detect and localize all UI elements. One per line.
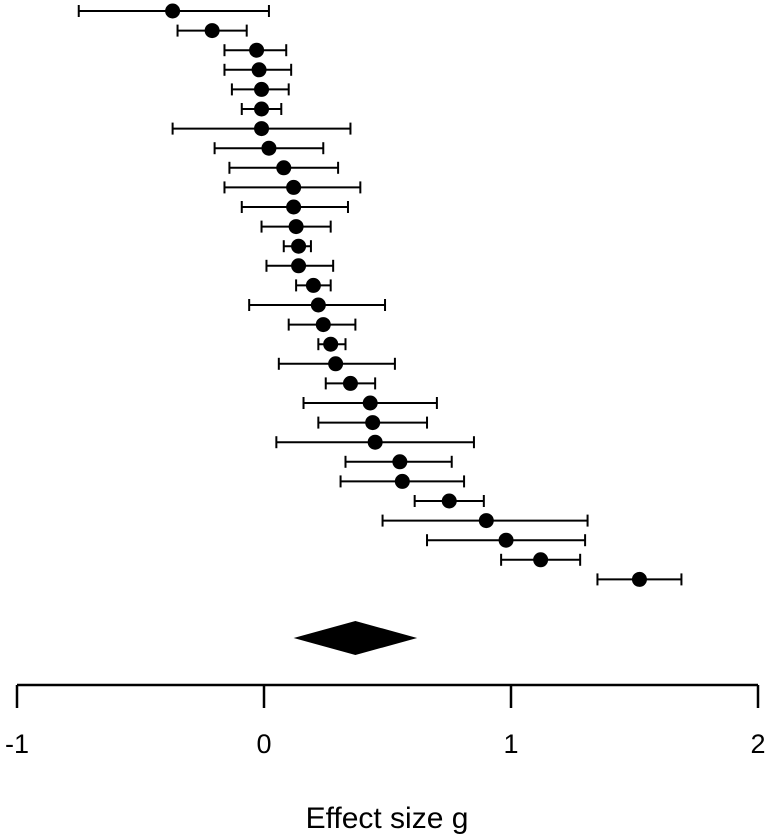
effect-point [392,454,408,470]
effect-point [533,552,549,568]
effect-point [323,336,339,352]
pooled-estimate [293,621,418,655]
effect-point [498,532,514,548]
effect-point [305,277,321,293]
summary-diamond [293,621,418,655]
effect-point [288,219,304,235]
study-row [240,199,349,215]
effect-point [254,81,270,97]
x-axis-title: Effect size g [306,802,469,835]
effect-point [291,258,307,274]
study-row [176,23,248,39]
x-tick-label: 2 [750,729,765,759]
study-row [381,513,589,529]
study-row [317,415,429,431]
effect-point [478,513,494,529]
effect-point [367,434,383,450]
study-row [171,121,352,137]
effect-point [254,121,270,137]
study-row [77,3,270,19]
effect-point [342,375,358,391]
study-row [240,101,283,117]
effect-point [165,3,181,19]
study-row [295,277,332,293]
effect-point [394,473,410,489]
study-row [344,454,453,470]
x-axis: -1 0 1 2 [5,683,766,759]
effect-point [204,23,220,39]
x-tick-label: 0 [256,729,271,759]
study-row [500,552,582,568]
study-row [213,140,325,156]
effect-point [251,62,267,78]
study-row [287,317,357,333]
study-row [282,238,312,254]
study-row [596,571,683,587]
x-tick-label: -1 [5,729,29,759]
effect-point [254,101,270,117]
study-row [228,160,340,176]
effect-point [631,571,647,587]
study-row [317,336,347,352]
study-row [426,532,587,548]
study-row [413,493,485,509]
effect-point [328,356,344,372]
study-estimates [77,3,683,587]
effect-point [362,395,378,411]
effect-point [310,297,326,313]
effect-point [286,179,302,195]
study-row [230,81,290,97]
effect-point [291,238,307,254]
effect-point [276,160,292,176]
study-row [223,42,288,58]
study-row [324,375,377,391]
effect-point [249,42,265,58]
study-row [275,434,475,450]
study-row [223,62,293,78]
effect-point [261,140,277,156]
effect-point [315,317,331,333]
study-row [223,179,362,195]
effect-point [365,415,381,431]
x-tick-label: 1 [503,729,518,759]
study-row [277,356,396,372]
effect-point [441,493,457,509]
effect-point [286,199,302,215]
study-row [265,258,335,274]
study-row [302,395,438,411]
study-row [339,473,466,489]
study-row [248,297,387,313]
study-row [260,219,332,235]
